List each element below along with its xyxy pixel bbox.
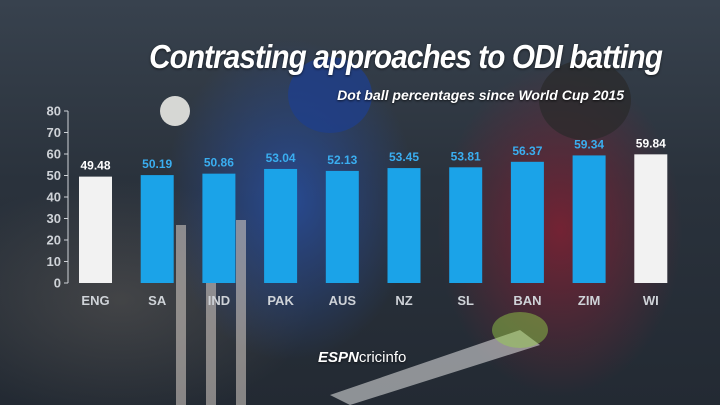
y-tick-label: 60 xyxy=(47,147,61,162)
value-label-zim: 59.34 xyxy=(574,137,604,151)
value-label-eng: 49.48 xyxy=(80,159,110,173)
y-tick-label: 70 xyxy=(47,125,61,140)
value-label-sa: 50.19 xyxy=(142,157,172,171)
brand-part2: cricinfo xyxy=(358,349,407,366)
bar-eng xyxy=(79,176,112,283)
bar-ban xyxy=(510,161,544,283)
value-label-ban: 56.37 xyxy=(512,144,542,158)
bar-sa xyxy=(140,175,174,283)
y-tick-label: 40 xyxy=(47,190,61,205)
value-label-nz: 53.45 xyxy=(389,150,419,164)
y-axis: 0 10 20 30 40 50 60 70 80 xyxy=(47,104,69,291)
value-label-ind: 50.86 xyxy=(204,156,234,170)
value-label-pak: 53.04 xyxy=(266,151,296,165)
y-tick-label: 20 xyxy=(47,233,61,248)
value-label-sl: 53.81 xyxy=(451,149,481,163)
category-label-ind: IND xyxy=(208,293,230,308)
y-tick-label: 0 xyxy=(54,276,61,291)
chart-subtitle: Dot ball percentages since World Cup 201… xyxy=(337,87,624,103)
y-tick-label: 30 xyxy=(47,211,61,226)
bar-zim xyxy=(572,155,606,283)
bar-pak xyxy=(264,168,298,283)
category-label-eng: ENG xyxy=(81,293,109,308)
chart-title: Contrasting approaches to ODI batting xyxy=(149,38,663,75)
category-label-sl: SL xyxy=(457,293,474,308)
brand-part1: ESPN xyxy=(318,349,359,366)
category-label-wi: WI xyxy=(643,293,659,308)
bar-nz xyxy=(387,168,421,283)
value-label-wi: 59.84 xyxy=(636,136,666,150)
y-tick-label: 80 xyxy=(47,104,61,119)
y-tick-label: 10 xyxy=(47,254,61,269)
espncricinfo-logo: ESPNcricinfo xyxy=(318,349,406,366)
bar-aus xyxy=(325,170,359,283)
y-tick-label: 50 xyxy=(47,168,61,183)
category-label-zim: ZIM xyxy=(578,293,600,308)
category-labels: ENG SA IND PAK AUS NZ SL BAN ZIM WI xyxy=(81,293,658,308)
category-label-aus: AUS xyxy=(329,293,357,308)
category-label-sa: SA xyxy=(148,293,167,308)
value-labels: 49.48 50.19 50.86 53.04 52.13 53.45 53.81 56.37… xyxy=(80,136,666,172)
bars xyxy=(79,154,668,283)
bar-sl xyxy=(449,167,483,283)
value-label-aus: 52.13 xyxy=(327,153,357,167)
category-label-ban: BAN xyxy=(513,293,541,308)
bar-wi xyxy=(634,154,668,283)
category-label-pak: PAK xyxy=(267,293,294,308)
bar-ind xyxy=(202,173,236,283)
category-label-nz: NZ xyxy=(395,293,412,308)
